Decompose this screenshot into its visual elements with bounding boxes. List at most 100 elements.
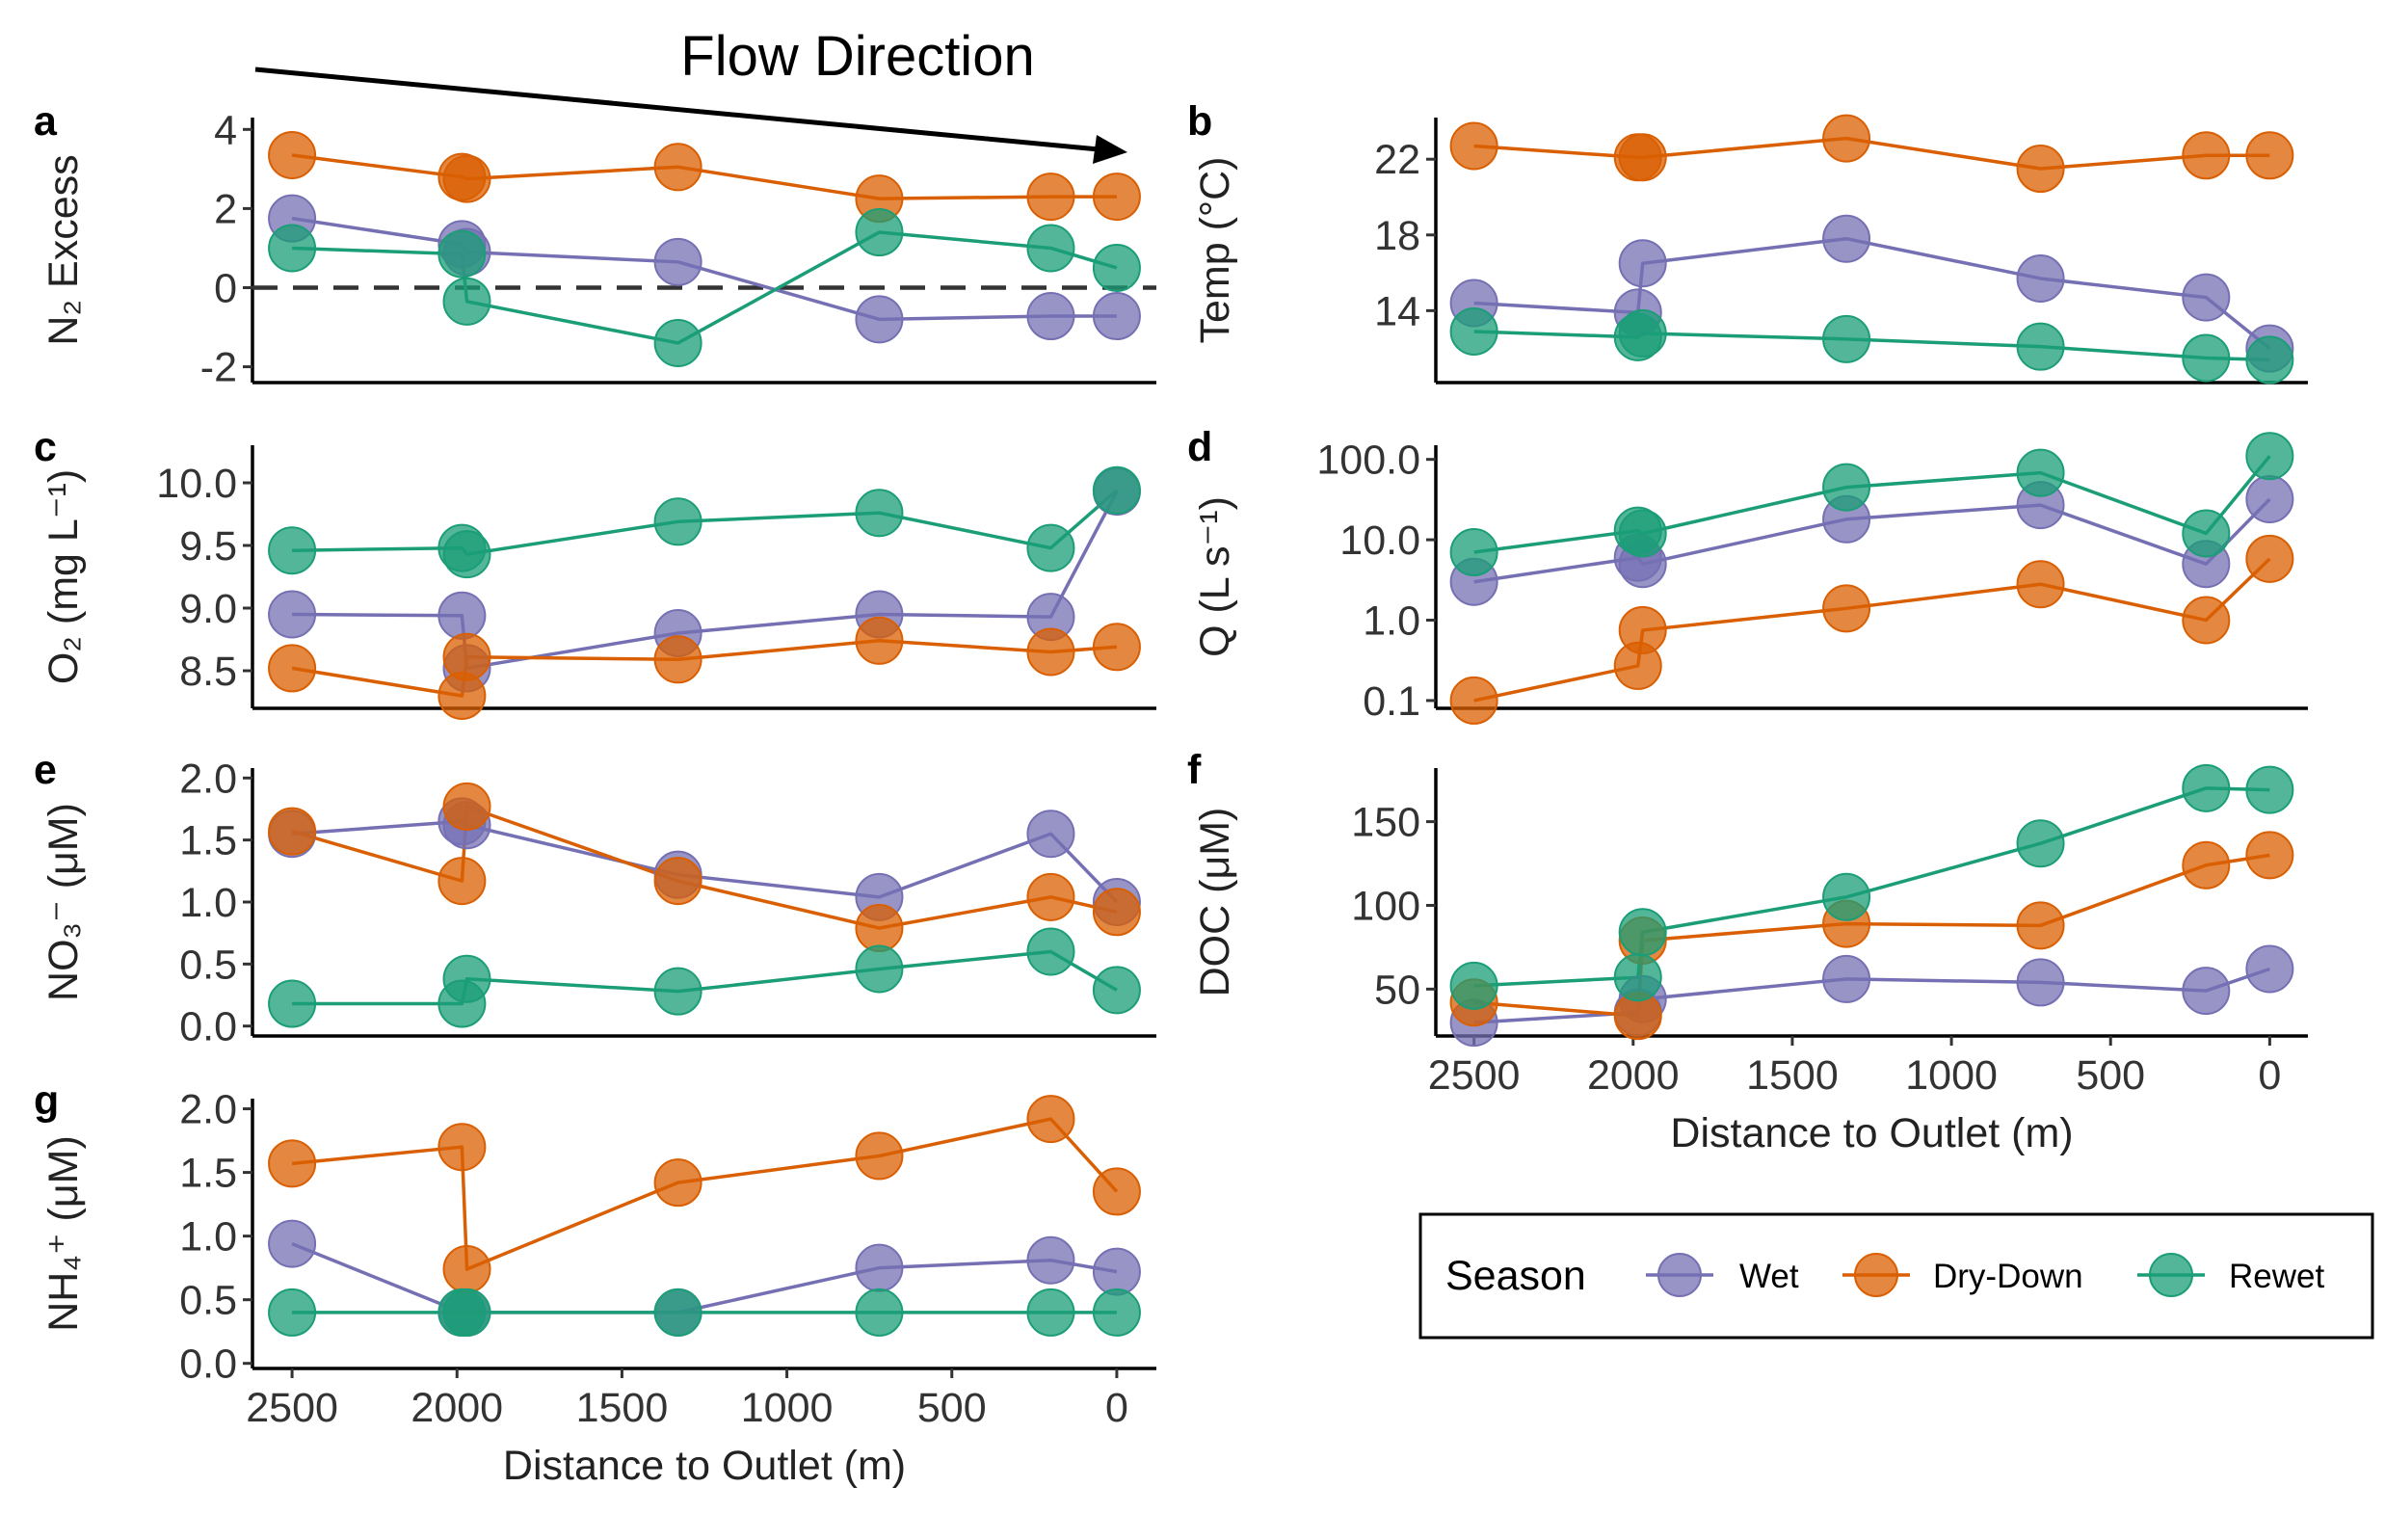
panel-f-y-tick-label: 50 bbox=[1374, 967, 1420, 1013]
panel-f-y-tick-label: 100 bbox=[1351, 883, 1420, 929]
panel-g-letter: g bbox=[34, 1077, 59, 1124]
legend-key-wet-point bbox=[1657, 1253, 1702, 1297]
panel-e-series-dry-down-point bbox=[268, 807, 317, 856]
panel-c-y-tick-label: 9.0 bbox=[179, 586, 237, 632]
panel-e-series-wet-line bbox=[291, 819, 1119, 904]
panel-g: 0.0 0.5 1.0 1.5 2.0 2500 2000 1500 1000 500 0 Dista… bbox=[34, 1077, 1156, 1489]
panel-c-series-dry-down-point bbox=[442, 632, 491, 681]
panel-f-y-tick-label: 150 bbox=[1351, 800, 1420, 846]
panel-g-series-rewet-point bbox=[1026, 1288, 1075, 1337]
legend-key-dry-down-point bbox=[1854, 1253, 1898, 1297]
panel-d-y-tick-label: 100.0 bbox=[1316, 438, 1420, 484]
panel-a-series-wet-point bbox=[855, 295, 904, 344]
panels: -2 0 2 4 N₂ Excess a 14 18 22 Temp (°C) b 8.5 9.0 9.5… bbox=[34, 98, 2308, 1489]
panel-c-series-rewet-point bbox=[653, 497, 702, 546]
panel-e-series-dry-down-point bbox=[1026, 872, 1075, 921]
panel-g-x-tick-label: 2000 bbox=[411, 1385, 503, 1431]
panel-b-series-rewet-point bbox=[2016, 322, 2065, 371]
panel-c-letter: c bbox=[34, 424, 57, 470]
panel-f-x-tick-label: 0 bbox=[2258, 1052, 2281, 1099]
panel-g-y-axis-title: NH₄⁺ (μM) bbox=[40, 1135, 87, 1332]
panel-b-series-dry-down-point bbox=[1822, 114, 1871, 163]
panel-d-y-tick-label: 0.1 bbox=[1363, 678, 1420, 725]
panel-c-series-wet-point bbox=[268, 590, 317, 639]
panel-d: 0.1 1.0 10.0 100.0 Q (L s⁻¹) d bbox=[1187, 424, 2308, 725]
panel-e-y-axis-title: NO₃⁻ (μM) bbox=[40, 803, 87, 1001]
panel-b-series-dry-down-point bbox=[2016, 145, 2065, 194]
panel-c-series-rewet-point bbox=[1026, 523, 1075, 572]
panel-d-series-dry-down-point bbox=[2245, 534, 2294, 583]
panel-f-series-wet-line bbox=[1473, 967, 2270, 1024]
panel-f-series-dry-down-line bbox=[1473, 853, 2270, 1018]
panel-c: 8.5 9.0 9.5 10.0 O₂ (mg L⁻¹)c bbox=[34, 424, 1156, 720]
panel-c-series-rewet-point bbox=[268, 526, 317, 575]
panel-g-series-dry-down-point bbox=[1026, 1095, 1075, 1144]
panel-g-x-tick-label: 500 bbox=[917, 1385, 987, 1431]
panel-c-series-dry-down-line bbox=[291, 639, 1118, 698]
panel-g-series-wet-point bbox=[1026, 1235, 1075, 1285]
panel-d-y-axis-title: Q (L s⁻¹) bbox=[1192, 496, 1238, 657]
legend-entry-wet: Wet bbox=[1646, 1253, 1799, 1297]
panel-b-series-rewet-point bbox=[1822, 314, 1871, 363]
panel-g-series-dry-down-point bbox=[1092, 1167, 1141, 1216]
panel-b-series-rewet-line bbox=[1473, 330, 2270, 362]
panel-g-series-dry-down-point bbox=[855, 1131, 904, 1181]
panel-f-series-rewet-point bbox=[2182, 763, 2231, 812]
panel-g-x-tick-label: 0 bbox=[1105, 1385, 1128, 1431]
legend-title: Season bbox=[1445, 1253, 1586, 1299]
panel-e-y-tick-label: 1.5 bbox=[179, 818, 237, 864]
panel-b-y-tick-label: 18 bbox=[1374, 213, 1420, 259]
panel-f: 50 100 150 2500 2000 1500 1000 500 0 Distance to … bbox=[1187, 747, 2308, 1156]
panel-c-series-dry-down-point bbox=[653, 635, 702, 684]
panel-d-series-dry-down-point bbox=[1822, 584, 1871, 633]
panel-b-series-dry-down-point bbox=[2182, 131, 2231, 180]
flow-direction-arrow-head bbox=[1093, 135, 1127, 164]
panel-a-y-tick-label: 2 bbox=[214, 186, 237, 232]
panel-g-x-tick-label: 1000 bbox=[741, 1385, 834, 1431]
panel-g-y-tick-label: 0.0 bbox=[179, 1341, 237, 1388]
panel-g-series-dry-down-point bbox=[653, 1158, 702, 1208]
legend-label-wet: Wet bbox=[1739, 1258, 1799, 1295]
panel-a-series-rewet-point bbox=[1026, 224, 1075, 273]
panel-b-y-tick-label: 14 bbox=[1374, 288, 1420, 334]
panel-e-y-tick-label: 1.0 bbox=[179, 880, 237, 926]
panel-c-series-wet-point bbox=[437, 591, 487, 640]
panel-d-series-dry-down-point bbox=[1449, 676, 1498, 725]
panel-b-series-rewet-point bbox=[1618, 308, 1667, 358]
panel-a-series-rewet-point bbox=[437, 229, 487, 279]
panel-b-series-rewet-point bbox=[2245, 335, 2294, 385]
panel-g-y-tick-label: 2.0 bbox=[179, 1087, 237, 1133]
flow-direction-arrow-line bbox=[254, 66, 1100, 152]
panel-c-series-dry-down-point bbox=[1026, 627, 1075, 677]
panel-g-series-dry-down-point bbox=[442, 1244, 491, 1293]
panel-d-series-dry-down-point bbox=[2016, 560, 2065, 609]
panel-g-y-tick-label: 0.5 bbox=[179, 1278, 237, 1324]
panel-e-series-wet-point bbox=[1026, 810, 1075, 859]
panel-a-series-dry-down-point bbox=[1092, 173, 1141, 222]
panel-e-series-rewet-point bbox=[442, 954, 491, 1003]
panel-d-series-rewet-point bbox=[2016, 448, 2065, 497]
panel-b: 14 18 22 Temp (°C) b bbox=[1187, 98, 2308, 385]
panel-f-series-dry-down-point bbox=[2182, 840, 2231, 889]
legend: Season Wet Dry-Down Rewet bbox=[1418, 1212, 2374, 1340]
panel-a: -2 0 2 4 N₂ Excess a bbox=[34, 98, 1156, 391]
panel-c-series-dry-down-point bbox=[268, 644, 317, 693]
panel-a-y-tick-label: 0 bbox=[214, 265, 237, 311]
panel-c-y-tick-label: 10.0 bbox=[156, 461, 237, 507]
panel-a-series-rewet-point bbox=[855, 208, 904, 257]
legend-key-rewet-point bbox=[2149, 1253, 2193, 1297]
panel-e-series-rewet-line bbox=[292, 949, 1118, 1006]
panel-g-series-dry-down-line bbox=[291, 1117, 1119, 1271]
panel-f-series-wet-point bbox=[2245, 944, 2294, 994]
panel-g-series-dry-down-point bbox=[268, 1139, 317, 1188]
flow-direction: Flow Direction bbox=[254, 25, 1127, 164]
panel-g-x-tick-label: 2500 bbox=[246, 1385, 338, 1431]
panel-g-y-tick-label: 1.5 bbox=[179, 1151, 237, 1197]
panel-a-y-tick-label: 4 bbox=[214, 107, 237, 153]
panel-b-series-wet-point bbox=[1822, 214, 1871, 263]
panel-b-y-tick-label: 22 bbox=[1374, 137, 1420, 183]
panel-e-series-dry-down-point bbox=[437, 857, 487, 906]
panel-c-series-dry-down-point bbox=[855, 616, 904, 665]
panel-g-series-wet-point bbox=[268, 1219, 317, 1268]
panel-f-series-rewet-point bbox=[1613, 953, 1662, 1002]
